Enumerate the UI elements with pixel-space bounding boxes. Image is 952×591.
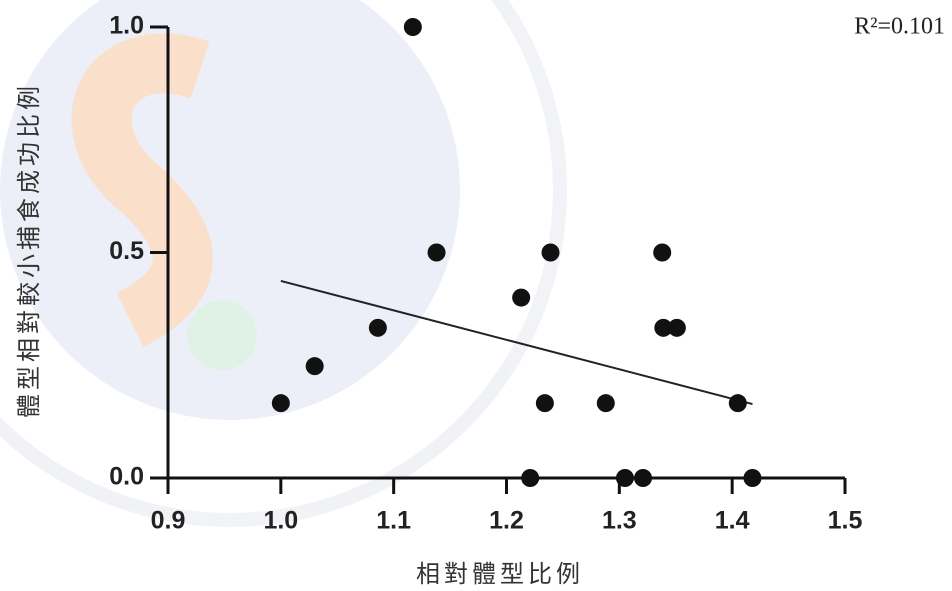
y-tick-label: 0.0: [109, 463, 144, 491]
point: [729, 394, 747, 412]
x-tick-label: 1.2: [489, 507, 524, 535]
point: [616, 469, 634, 487]
point: [743, 469, 761, 487]
point: [536, 394, 554, 412]
point: [634, 469, 652, 487]
point: [272, 394, 290, 412]
point: [597, 394, 615, 412]
point: [521, 469, 539, 487]
x-tick-label: 1.3: [602, 507, 637, 535]
x-tick-label: 0.9: [151, 507, 186, 535]
point: [653, 244, 671, 262]
x-tick-label: 1.1: [376, 507, 411, 535]
x-axis-title: 相對體型比例: [416, 560, 584, 588]
y-tick-label: 0.5: [109, 237, 144, 265]
point: [369, 319, 387, 337]
point: [512, 289, 530, 307]
point: [668, 319, 686, 337]
point: [404, 18, 422, 36]
x-tick-label: 1.4: [715, 507, 750, 535]
point: [542, 244, 560, 262]
chart: 體型相對較小捕食成功比例 相對體型比例 R²=0.101 0.0 0.5 1.0 0.…: [0, 0, 952, 591]
y-tick-label: 1.0: [109, 12, 144, 40]
r-squared: R²=0.101: [854, 14, 945, 40]
point: [306, 357, 324, 375]
x-tick-label: 1.0: [263, 507, 298, 535]
x-tick-label: 1.5: [828, 507, 863, 535]
y-axis-title: 體型相對較小捕食成功比例: [15, 82, 43, 418]
watermark: [0, 0, 560, 520]
point: [428, 244, 446, 262]
